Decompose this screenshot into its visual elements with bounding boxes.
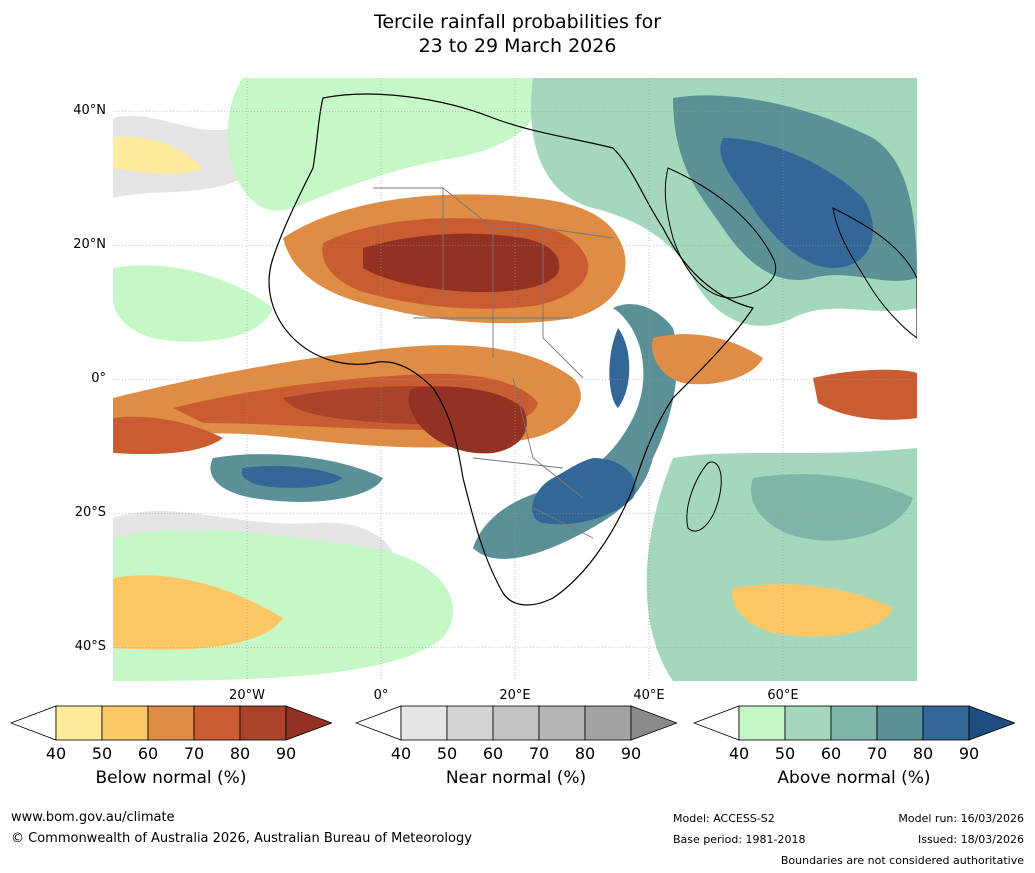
colorbar-segment xyxy=(400,705,448,741)
colorbar-max-extend xyxy=(285,705,332,741)
longitude-label: 20°W xyxy=(229,688,265,703)
colorbar-segment xyxy=(584,705,632,741)
near-normal-label: Near normal (%) xyxy=(445,768,587,788)
map-title: Tercile rainfall probabilities for 23 to… xyxy=(0,10,1035,58)
colorbar-tick-label: 90 xyxy=(275,744,297,763)
colorbar-tick-label: 90 xyxy=(620,744,642,763)
copyright-text: © Commonwealth of Australia 2026, Austra… xyxy=(11,831,472,846)
latitude-label: 0° xyxy=(91,370,106,386)
latitude-label: 40°N xyxy=(73,102,106,118)
colorbar-tick-label: 40 xyxy=(390,744,412,763)
country-borders xyxy=(373,187,614,539)
colorbar-segment xyxy=(101,705,149,741)
colorbar-tick-label: 40 xyxy=(45,744,67,763)
colorbar-tick-label: 60 xyxy=(820,744,842,763)
colorbar-tick-label: 80 xyxy=(912,744,934,763)
colorbar-tick-label: 60 xyxy=(482,744,504,763)
boundaries-disclaimer: Boundaries are not considered authoritat… xyxy=(780,854,1024,867)
colorbar-tick-label: 70 xyxy=(183,744,205,763)
longitude-label: 60°E xyxy=(767,688,799,703)
rainfall-map xyxy=(113,78,917,681)
colorbar-tick-label: 60 xyxy=(137,744,159,763)
probability-field xyxy=(113,78,917,681)
colorbar-tick-label: 80 xyxy=(229,744,251,763)
colorbar-tick-label: 70 xyxy=(528,744,550,763)
madagascar-coastline xyxy=(686,461,722,532)
model-run-date: Model run: 16/03/2026 xyxy=(898,812,1024,825)
below-normal-colorbar xyxy=(10,705,332,741)
india-coastline xyxy=(832,207,917,339)
longitude-label: 0° xyxy=(373,688,389,703)
near-normal-colorbar xyxy=(355,705,677,741)
colorbar-tick-label: 50 xyxy=(774,744,796,763)
colorbar-segment xyxy=(55,705,103,741)
colorbar-segment xyxy=(538,705,586,741)
colorbar-segment xyxy=(193,705,241,741)
below-normal-label: Below normal (%) xyxy=(95,768,247,788)
website-link[interactable]: www.bom.gov.au/climate xyxy=(11,810,175,825)
longitude-label: 40°E xyxy=(633,688,665,703)
colorbar-min-extend xyxy=(355,705,402,741)
above-normal-label: Above normal (%) xyxy=(777,768,931,788)
colorbar-segment xyxy=(446,705,494,741)
above-normal-colorbar xyxy=(693,705,1015,741)
colorbar-segment xyxy=(830,705,878,741)
map-canvas xyxy=(113,78,917,681)
title-line-2: 23 to 29 March 2026 xyxy=(418,35,617,57)
longitude-label: 20°E xyxy=(499,688,531,703)
colorbar-tick-label: 90 xyxy=(958,744,980,763)
title-line-1: Tercile rainfall probabilities for xyxy=(373,11,662,33)
model-name: Model: ACCESS-S2 xyxy=(673,812,775,825)
colorbar-tick-label: 80 xyxy=(574,744,596,763)
colorbar-segment xyxy=(492,705,540,741)
colorbar-tick-label: 70 xyxy=(866,744,888,763)
colorbar-segment xyxy=(784,705,832,741)
colorbar-tick-label: 50 xyxy=(436,744,458,763)
arabia-coastline xyxy=(664,167,776,299)
colorbar-min-extend xyxy=(693,705,740,741)
colorbar-tick-label: 40 xyxy=(728,744,750,763)
colorbar-segment xyxy=(147,705,195,741)
colorbar-max-extend xyxy=(630,705,677,741)
colorbar-tick-label: 50 xyxy=(91,744,113,763)
base-period: Base period: 1981-2018 xyxy=(673,833,806,846)
colorbar-segment xyxy=(239,705,287,741)
colorbar-max-extend xyxy=(968,705,1015,741)
colorbar-segment xyxy=(738,705,786,741)
latitude-label: 40°S xyxy=(74,638,106,654)
colorbar-min-extend xyxy=(10,705,57,741)
latitude-label: 20°S xyxy=(74,504,106,520)
issued-date: Issued: 18/03/2026 xyxy=(917,833,1024,846)
africa-coastline xyxy=(268,93,754,606)
colorbar-segment xyxy=(876,705,924,741)
colorbar-segment xyxy=(922,705,970,741)
graticule xyxy=(113,78,917,681)
latitude-label: 20°N xyxy=(73,236,106,252)
